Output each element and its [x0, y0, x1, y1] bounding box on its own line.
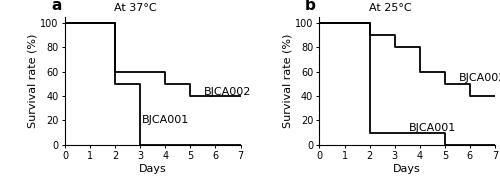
- Text: At 25°C: At 25°C: [368, 3, 412, 13]
- Text: BJCA002: BJCA002: [458, 73, 500, 83]
- Y-axis label: Survival rate (%): Survival rate (%): [28, 34, 38, 128]
- Text: BJCA002: BJCA002: [204, 87, 252, 97]
- X-axis label: Days: Days: [139, 164, 166, 174]
- Y-axis label: Survival rate (%): Survival rate (%): [282, 34, 292, 128]
- Text: a: a: [51, 0, 62, 13]
- X-axis label: Days: Days: [394, 164, 421, 174]
- Text: BJCA001: BJCA001: [408, 123, 456, 133]
- Text: At 37°C: At 37°C: [114, 3, 157, 13]
- Text: BJCA001: BJCA001: [142, 115, 188, 125]
- Text: b: b: [305, 0, 316, 13]
